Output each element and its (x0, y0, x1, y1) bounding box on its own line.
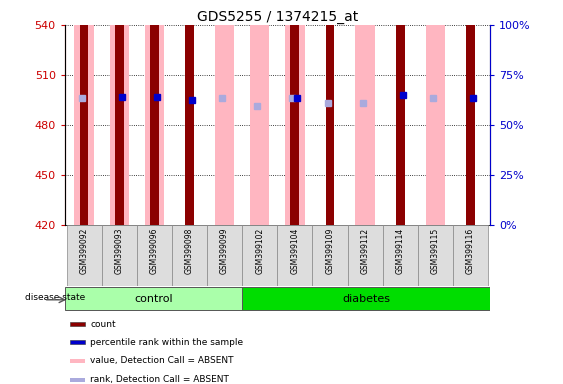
Text: GSM399112: GSM399112 (360, 228, 369, 274)
FancyBboxPatch shape (383, 225, 418, 286)
Text: value, Detection Call = ABSENT: value, Detection Call = ABSENT (90, 356, 234, 365)
Text: disease state: disease state (25, 293, 85, 302)
Bar (115, 0, 123, 225)
Bar (250, 0, 269, 225)
Text: GSM399102: GSM399102 (255, 228, 264, 274)
Bar (185, 0, 194, 225)
Text: diabetes: diabetes (342, 293, 390, 304)
Bar (80, 0, 88, 225)
Bar (291, 0, 299, 225)
FancyBboxPatch shape (418, 225, 453, 286)
FancyBboxPatch shape (242, 287, 490, 310)
FancyBboxPatch shape (207, 225, 242, 286)
Text: GSM399093: GSM399093 (115, 228, 124, 274)
Bar (325, 0, 334, 225)
Bar (426, 0, 445, 225)
Text: rank, Detection Call = ABSENT: rank, Detection Call = ABSENT (90, 375, 229, 384)
Text: percentile rank within the sample: percentile rank within the sample (90, 338, 243, 347)
FancyBboxPatch shape (66, 225, 102, 286)
Bar (466, 0, 475, 225)
Bar (74, 0, 93, 225)
Bar (70, 359, 86, 362)
Text: GSM399098: GSM399098 (185, 228, 194, 274)
FancyBboxPatch shape (312, 225, 347, 286)
Title: GDS5255 / 1374215_at: GDS5255 / 1374215_at (196, 10, 358, 24)
FancyBboxPatch shape (137, 225, 172, 286)
Text: GSM399114: GSM399114 (396, 228, 405, 274)
Bar (215, 0, 234, 225)
Text: GSM399115: GSM399115 (431, 228, 440, 274)
FancyBboxPatch shape (102, 225, 137, 286)
Bar (70, 322, 86, 326)
Text: GSM399109: GSM399109 (325, 228, 334, 274)
Bar (285, 0, 305, 225)
FancyBboxPatch shape (277, 225, 312, 286)
FancyBboxPatch shape (242, 225, 277, 286)
Text: count: count (90, 319, 116, 329)
Bar (396, 0, 405, 225)
Bar (70, 377, 86, 382)
Text: GSM399116: GSM399116 (466, 228, 475, 274)
Bar (110, 0, 129, 225)
Text: GSM399099: GSM399099 (220, 228, 229, 274)
FancyBboxPatch shape (65, 287, 242, 310)
Bar (355, 0, 375, 225)
Text: GSM399104: GSM399104 (291, 228, 300, 274)
Bar (150, 0, 159, 225)
FancyBboxPatch shape (453, 225, 488, 286)
Text: control: control (134, 293, 173, 304)
FancyBboxPatch shape (347, 225, 383, 286)
Bar (70, 340, 86, 344)
Text: GSM399092: GSM399092 (79, 228, 88, 274)
FancyBboxPatch shape (172, 225, 207, 286)
Bar (145, 0, 164, 225)
Text: GSM399096: GSM399096 (150, 228, 159, 274)
